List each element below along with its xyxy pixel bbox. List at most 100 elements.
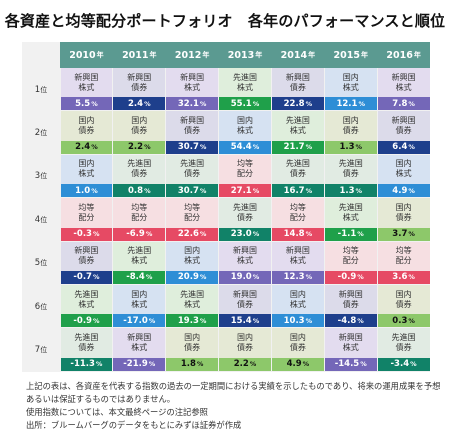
year-label: 2011 [122, 49, 149, 61]
ranking-grid: 新興国 株式 5.5% 新興国 債券 2.4% 新興国 株式 32.1% 先進国 株式 55.… [60, 68, 430, 372]
percent-sign: % [357, 316, 364, 325]
return-value: 22.8% [271, 97, 324, 111]
return-number: -14.5 [334, 359, 360, 370]
asset-name: 均等 配分 [78, 202, 95, 222]
return-value: 4.9% [377, 184, 430, 198]
percent-sign: % [199, 273, 207, 282]
percent-sign: % [144, 186, 151, 195]
year-suffix: 年 [360, 51, 368, 59]
asset-cell: 国内 債券 2.4% [60, 111, 113, 154]
percent-sign: % [91, 99, 98, 108]
asset-name: 新興国 債券 [180, 116, 205, 136]
percent-sign: % [199, 316, 207, 325]
rank-row: 国内 株式 1.0% 先進国 債券 0.8% 先進国 債券 30.7% 均等 配分 27.1%… [60, 154, 430, 198]
asset-name: 国内 株式 [78, 159, 95, 179]
return-number: -0.7 [73, 272, 92, 283]
asset-name: 新興国 債券 [127, 72, 152, 92]
asset-cell: 新興国 株式 5.5% [60, 68, 113, 111]
asset-name: 先進国 債券 [127, 159, 152, 179]
asset-name: 先進国 債券 [285, 159, 310, 179]
asset-name: 国内 株式 [395, 159, 412, 179]
return-number: 32.1 [177, 98, 199, 109]
percent-sign: % [302, 360, 310, 369]
percent-sign: % [305, 186, 313, 195]
footnote-line: 出所：ブルームバーグのデータをもとにみずほ証券が作成 [26, 420, 242, 430]
rank-row: 均等 配分 -0.3% 均等 配分 -6.9% 均等 配分 22.6% 先進国 債券 23.0… [60, 198, 430, 241]
return-value: 2.4% [60, 140, 113, 154]
return-number: 22.8 [283, 98, 305, 109]
asset-name: 国内 株式 [184, 246, 201, 266]
return-number: 12.3 [283, 272, 305, 283]
return-number: -6.9 [126, 229, 145, 240]
asset-name: 新興国 債券 [74, 246, 99, 266]
asset-name: 新興国 債券 [233, 289, 257, 309]
asset-cell: 新興国 債券 22.8% [271, 68, 324, 111]
return-value: 7.8% [377, 97, 430, 111]
percent-sign: % [145, 230, 153, 239]
asset-cell: 先進国 債券 30.7% [166, 154, 219, 198]
percent-sign: % [144, 99, 151, 108]
rank-row: 先進国 債券 -11.3% 新興国 株式 -21.9% 国内 債券 1.8% 国内 債券 2.… [60, 328, 430, 371]
return-value: 4.9% [271, 357, 324, 371]
percent-sign: % [408, 316, 415, 325]
rank-suffix: 位 [40, 302, 48, 311]
asset-cell: 国内 債券 2.2% [219, 328, 271, 371]
asset-cell: 国内 株式 4.9% [377, 154, 430, 198]
asset-name: 国内 株式 [131, 289, 148, 309]
rank-number: 4 [34, 214, 41, 225]
asset-name: 先進国 株式 [74, 289, 99, 309]
asset-cell: 国内 債券 3.7% [377, 198, 430, 241]
asset-name: 新興国 株式 [233, 246, 257, 266]
asset-name: 新興国 株式 [338, 333, 363, 353]
return-number: 1.3 [339, 185, 355, 196]
return-number: 55.1 [230, 98, 252, 109]
return-number: 7.8 [392, 98, 408, 109]
year-header-2015: 2015 年 [324, 42, 377, 68]
asset-cell: 国内 債券 4.9% [271, 328, 324, 371]
percent-sign: % [357, 230, 364, 239]
asset-name: 先進国 債券 [74, 333, 99, 353]
return-number: 0.3 [392, 315, 408, 326]
percent-sign: % [95, 360, 103, 369]
year-header-2014: 2014 年 [271, 42, 324, 68]
percent-sign: % [305, 99, 313, 108]
asset-name: 先進国 株式 [127, 246, 152, 266]
percent-sign: % [252, 230, 260, 239]
return-value: 1.3% [324, 140, 377, 154]
asset-name: 新興国 株式 [285, 246, 310, 266]
return-number: 19.3 [177, 315, 199, 326]
year-suffix: 年 [96, 51, 104, 59]
year-header-2011: 2011 年 [113, 42, 166, 68]
year-suffix: 年 [149, 51, 157, 59]
percent-sign: % [148, 316, 156, 325]
percent-sign: % [144, 143, 151, 152]
percent-sign: % [357, 273, 364, 282]
asset-cell: 新興国 債券 30.7% [166, 111, 219, 154]
return-value: 54.4% [219, 140, 271, 154]
return-number: 27.1 [230, 185, 252, 196]
rank-row: 新興国 株式 5.5% 新興国 債券 2.4% 新興国 株式 32.1% 先進国 株式 55.… [60, 68, 430, 111]
asset-name: 新興国 株式 [74, 72, 99, 92]
return-number: -3.4 [390, 359, 410, 370]
percent-sign: % [91, 143, 98, 152]
return-number: 2.2 [128, 142, 144, 153]
asset-name: 先進国 債券 [338, 159, 363, 179]
asset-name: 均等 配分 [289, 202, 306, 222]
rank-number: 5 [34, 258, 41, 269]
return-number: 5.5 [75, 98, 91, 109]
return-value: 10.3% [271, 314, 324, 328]
return-value: 20.9% [166, 270, 219, 284]
rank-suffix: 位 [40, 259, 48, 268]
asset-cell: 新興国 株式 32.1% [166, 68, 219, 111]
year-label: 2014 [280, 49, 308, 61]
return-number: 21.7 [283, 142, 305, 153]
return-value: 3.6% [377, 270, 430, 284]
percent-sign: % [408, 99, 415, 108]
return-number: 2.4 [128, 98, 144, 109]
return-value: 27.1% [219, 184, 271, 198]
